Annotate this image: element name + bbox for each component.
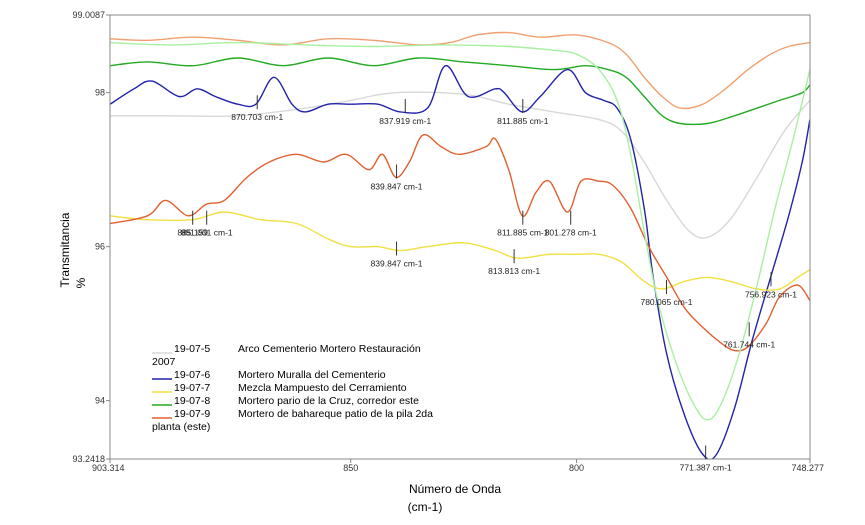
- series-line-5: [110, 133, 810, 352]
- peak-label: 780.065 cm-1: [640, 297, 692, 307]
- legend-description: Mortero pario de la Cruz, corredor este: [238, 395, 419, 407]
- y-axis-title-line2: %: [74, 277, 88, 288]
- x-axis-title-line2: (cm-1): [408, 500, 443, 514]
- y-tick-label: 94: [95, 396, 105, 406]
- peak-label: 813.813 cm-1: [488, 266, 540, 276]
- y-axis-title-line1: Transmitancia: [58, 212, 72, 287]
- peak-label: 881.001 cm-1: [181, 228, 233, 238]
- legend: 19-07-5 Arco Cementerio Mortero Restaurac…: [152, 343, 433, 433]
- peak-label: 885.159: [177, 228, 208, 238]
- plot-frame: [109, 14, 811, 460]
- x-tick-label: 850: [343, 463, 358, 473]
- series-line-3: [110, 211, 810, 291]
- tick-layer: 903.314 850 800 748.277 99.0087 98 96 94 93.2418: [72, 10, 824, 473]
- series-line-2: [110, 65, 810, 459]
- legend-description: Mortero Muralla del Cementerio: [238, 369, 386, 381]
- peak-label: 811.885 cm-1: [497, 116, 549, 126]
- peak-label: 756.923 cm-1: [745, 289, 797, 299]
- y-tick-label: 93.2418: [72, 454, 105, 464]
- peak-label: 771.387 cm-1: [680, 463, 732, 473]
- peak-label: 801.278 cm-1: [545, 228, 597, 238]
- peak-label: 839.847 cm-1: [371, 182, 423, 192]
- series-layer: [110, 31, 810, 459]
- legend-description: Mezcla Mampuesto del Cerramiento: [238, 382, 407, 394]
- series-line-1: [110, 91, 810, 239]
- peak-label: 870.703 cm-1: [231, 112, 283, 122]
- legend-id: 19-07-9: [174, 408, 210, 420]
- legend-id: 19-07-7: [174, 382, 210, 394]
- peak-label: 839.847 cm-1: [371, 258, 423, 268]
- legend-id: 19-07-5: [174, 343, 210, 355]
- y-tick-label: 98: [95, 88, 105, 98]
- x-tick-label: 800: [569, 463, 584, 473]
- x-axis-title-line1: Número de Onda: [409, 482, 501, 496]
- legend-id: 19-07-8: [174, 395, 210, 407]
- legend-id: 19-07-6: [174, 369, 210, 381]
- series-line-6: [110, 31, 810, 110]
- y-tick-label: 96: [95, 242, 105, 252]
- peak-label: 761.744 cm-1: [723, 339, 775, 349]
- peak-label: 837.919 cm-1: [379, 116, 431, 126]
- legend-continuation: planta (este): [152, 421, 210, 433]
- legend-description: Mortero de bahareque patio de la pila 2d…: [238, 408, 433, 420]
- series-line-7: [110, 41, 810, 421]
- legend-description: Arco Cementerio Mortero Restauración: [238, 343, 421, 355]
- series-line-4: [110, 57, 810, 126]
- legend-continuation: 2007: [152, 356, 176, 368]
- y-tick-label: 99.0087: [72, 10, 105, 20]
- x-tick-label: 903.314: [92, 463, 125, 473]
- x-tick-label: 748.277: [791, 463, 824, 473]
- peak-label: 811.885 cm-1: [497, 228, 549, 238]
